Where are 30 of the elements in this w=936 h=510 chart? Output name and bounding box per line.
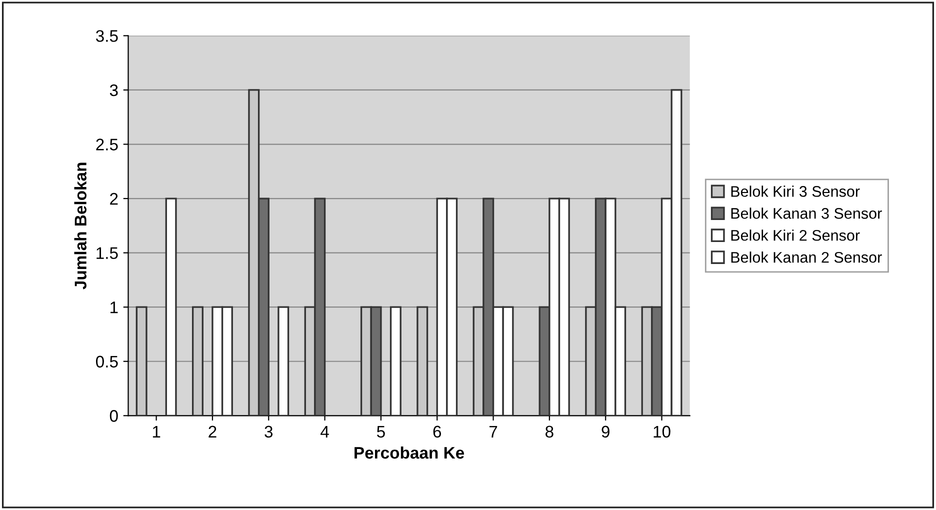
y-tick-label: 2 <box>110 192 118 205</box>
y-tick-label: 2.5 <box>96 138 118 150</box>
x-tick-label: 3 <box>264 426 273 438</box>
y-tick-label: 3.5 <box>96 30 118 42</box>
y-tick-label: 1.5 <box>96 247 118 260</box>
x-tick-label: 8 <box>546 426 554 438</box>
x-tick-label: 5 <box>376 426 385 438</box>
y-tick-label: 1 <box>110 302 118 314</box>
bar <box>390 306 402 416</box>
x-tick-label: 2 <box>208 426 216 438</box>
bar <box>278 306 290 416</box>
x-tick-label: 6 <box>433 426 442 438</box>
x-tick-label: 7 <box>489 426 498 438</box>
x-tick-label: 10 <box>654 426 670 438</box>
bar <box>416 306 428 416</box>
legend-label: Belok Kiri 3 Sensor <box>731 186 860 197</box>
bar <box>165 198 177 416</box>
y-tick-label: 3 <box>110 84 118 96</box>
y-axis-title: Jumlah Belokan <box>74 162 86 290</box>
legend-label: Belok Kanan 3 Sensor <box>731 208 882 219</box>
y-tick-label: 0.5 <box>96 356 118 368</box>
x-tick-label: 1 <box>152 426 160 438</box>
x-tick-label: 9 <box>602 426 610 438</box>
x-axis-title: Percobaan Ke <box>354 446 464 459</box>
bar <box>136 306 148 416</box>
y-tick-label: 0 <box>110 410 118 422</box>
legend-label: Belok Kanan 2 Sensor <box>731 252 882 263</box>
bar <box>192 306 204 416</box>
legend-label: Belok Kiri 2 Sensor <box>731 230 860 241</box>
x-tick-label: 4 <box>320 426 329 438</box>
